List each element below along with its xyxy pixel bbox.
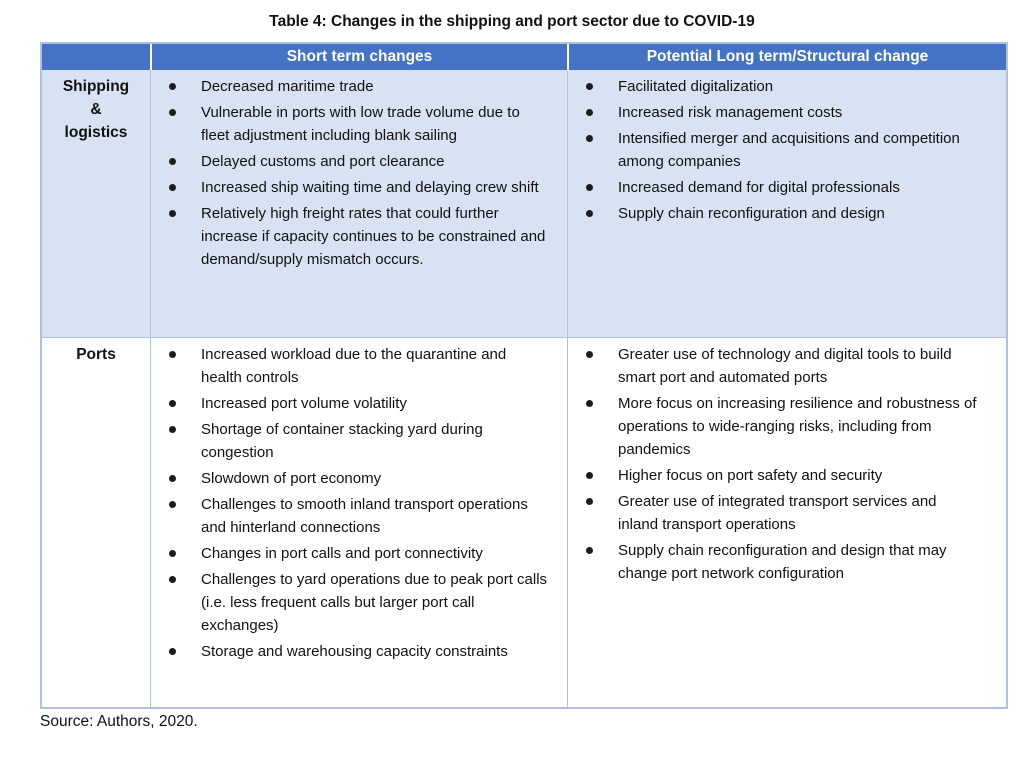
list-item: Challenges to yard operations due to pea… <box>166 568 549 637</box>
list-item: Facilitated digitalization <box>583 75 978 98</box>
list-item: Decreased maritime trade <box>166 75 549 98</box>
list-item: Delayed customs and port clearance <box>166 150 549 173</box>
list-item: Relatively high freight rates that could… <box>166 202 549 271</box>
list-item: Higher focus on port safety and security <box>583 464 978 487</box>
ports-short-term-cell: Increased workload due to the quarantine… <box>150 338 567 707</box>
header-cell-short-term: Short term changes <box>150 44 567 70</box>
list-item: Shortage of container stacking yard duri… <box>166 418 549 464</box>
ports-long-term-cell: Greater use of technology and digital to… <box>567 338 1006 707</box>
source-note: Source: Authors, 2020. <box>40 713 198 730</box>
ports-short-term-list: Increased workload due to the quarantine… <box>151 338 567 671</box>
list-item: Increased workload due to the quarantine… <box>166 343 549 389</box>
list-item: Greater use of technology and digital to… <box>583 343 978 389</box>
row-label-shipping-logistics: Shipping & logistics <box>62 78 130 141</box>
ports-long-term-list: Greater use of technology and digital to… <box>568 338 1006 593</box>
header-cell-empty <box>42 44 150 70</box>
shipping-short-term-list: Decreased maritime trade Vulnerable in p… <box>151 70 567 279</box>
list-item: Changes in port calls and port connectiv… <box>166 542 549 565</box>
list-item: More focus on increasing resilience and … <box>583 392 978 461</box>
list-item: Increased ship waiting time and delaying… <box>166 176 549 199</box>
list-item: Intensified merger and acquisitions and … <box>583 127 978 173</box>
list-item: Supply chain reconfiguration and design … <box>583 539 978 585</box>
row-label-ports: Ports <box>76 346 116 363</box>
shipping-long-term-cell: Facilitated digitalization Increased ris… <box>567 70 1006 337</box>
list-item: Slowdown of port economy <box>166 467 549 490</box>
shipping-long-term-list: Facilitated digitalization Increased ris… <box>568 70 1006 233</box>
row-label-cell: Ports <box>42 338 150 707</box>
list-item: Storage and warehousing capacity constra… <box>166 640 549 663</box>
table-row-shipping-logistics: Shipping & logistics Decreased maritime … <box>42 70 1006 337</box>
table-caption: Table 4: Changes in the shipping and por… <box>269 13 755 30</box>
row-label-cell: Shipping & logistics <box>42 70 150 337</box>
list-item: Greater use of integrated transport serv… <box>583 490 978 536</box>
header-cell-long-term: Potential Long term/Structural change <box>567 44 1006 70</box>
table-row-ports: Ports Increased workload due to the quar… <box>42 337 1006 707</box>
list-item: Increased risk management costs <box>583 101 978 124</box>
table-header-row: Short term changes Potential Long term/S… <box>42 44 1006 70</box>
list-item: Supply chain reconfiguration and design <box>583 202 978 225</box>
covid-changes-table: Short term changes Potential Long term/S… <box>40 42 1008 709</box>
list-item: Increased port volume volatility <box>166 392 549 415</box>
list-item: Vulnerable in ports with low trade volum… <box>166 101 549 147</box>
list-item: Increased demand for digital professiona… <box>583 176 978 199</box>
list-item: Challenges to smooth inland transport op… <box>166 493 549 539</box>
shipping-short-term-cell: Decreased maritime trade Vulnerable in p… <box>150 70 567 337</box>
